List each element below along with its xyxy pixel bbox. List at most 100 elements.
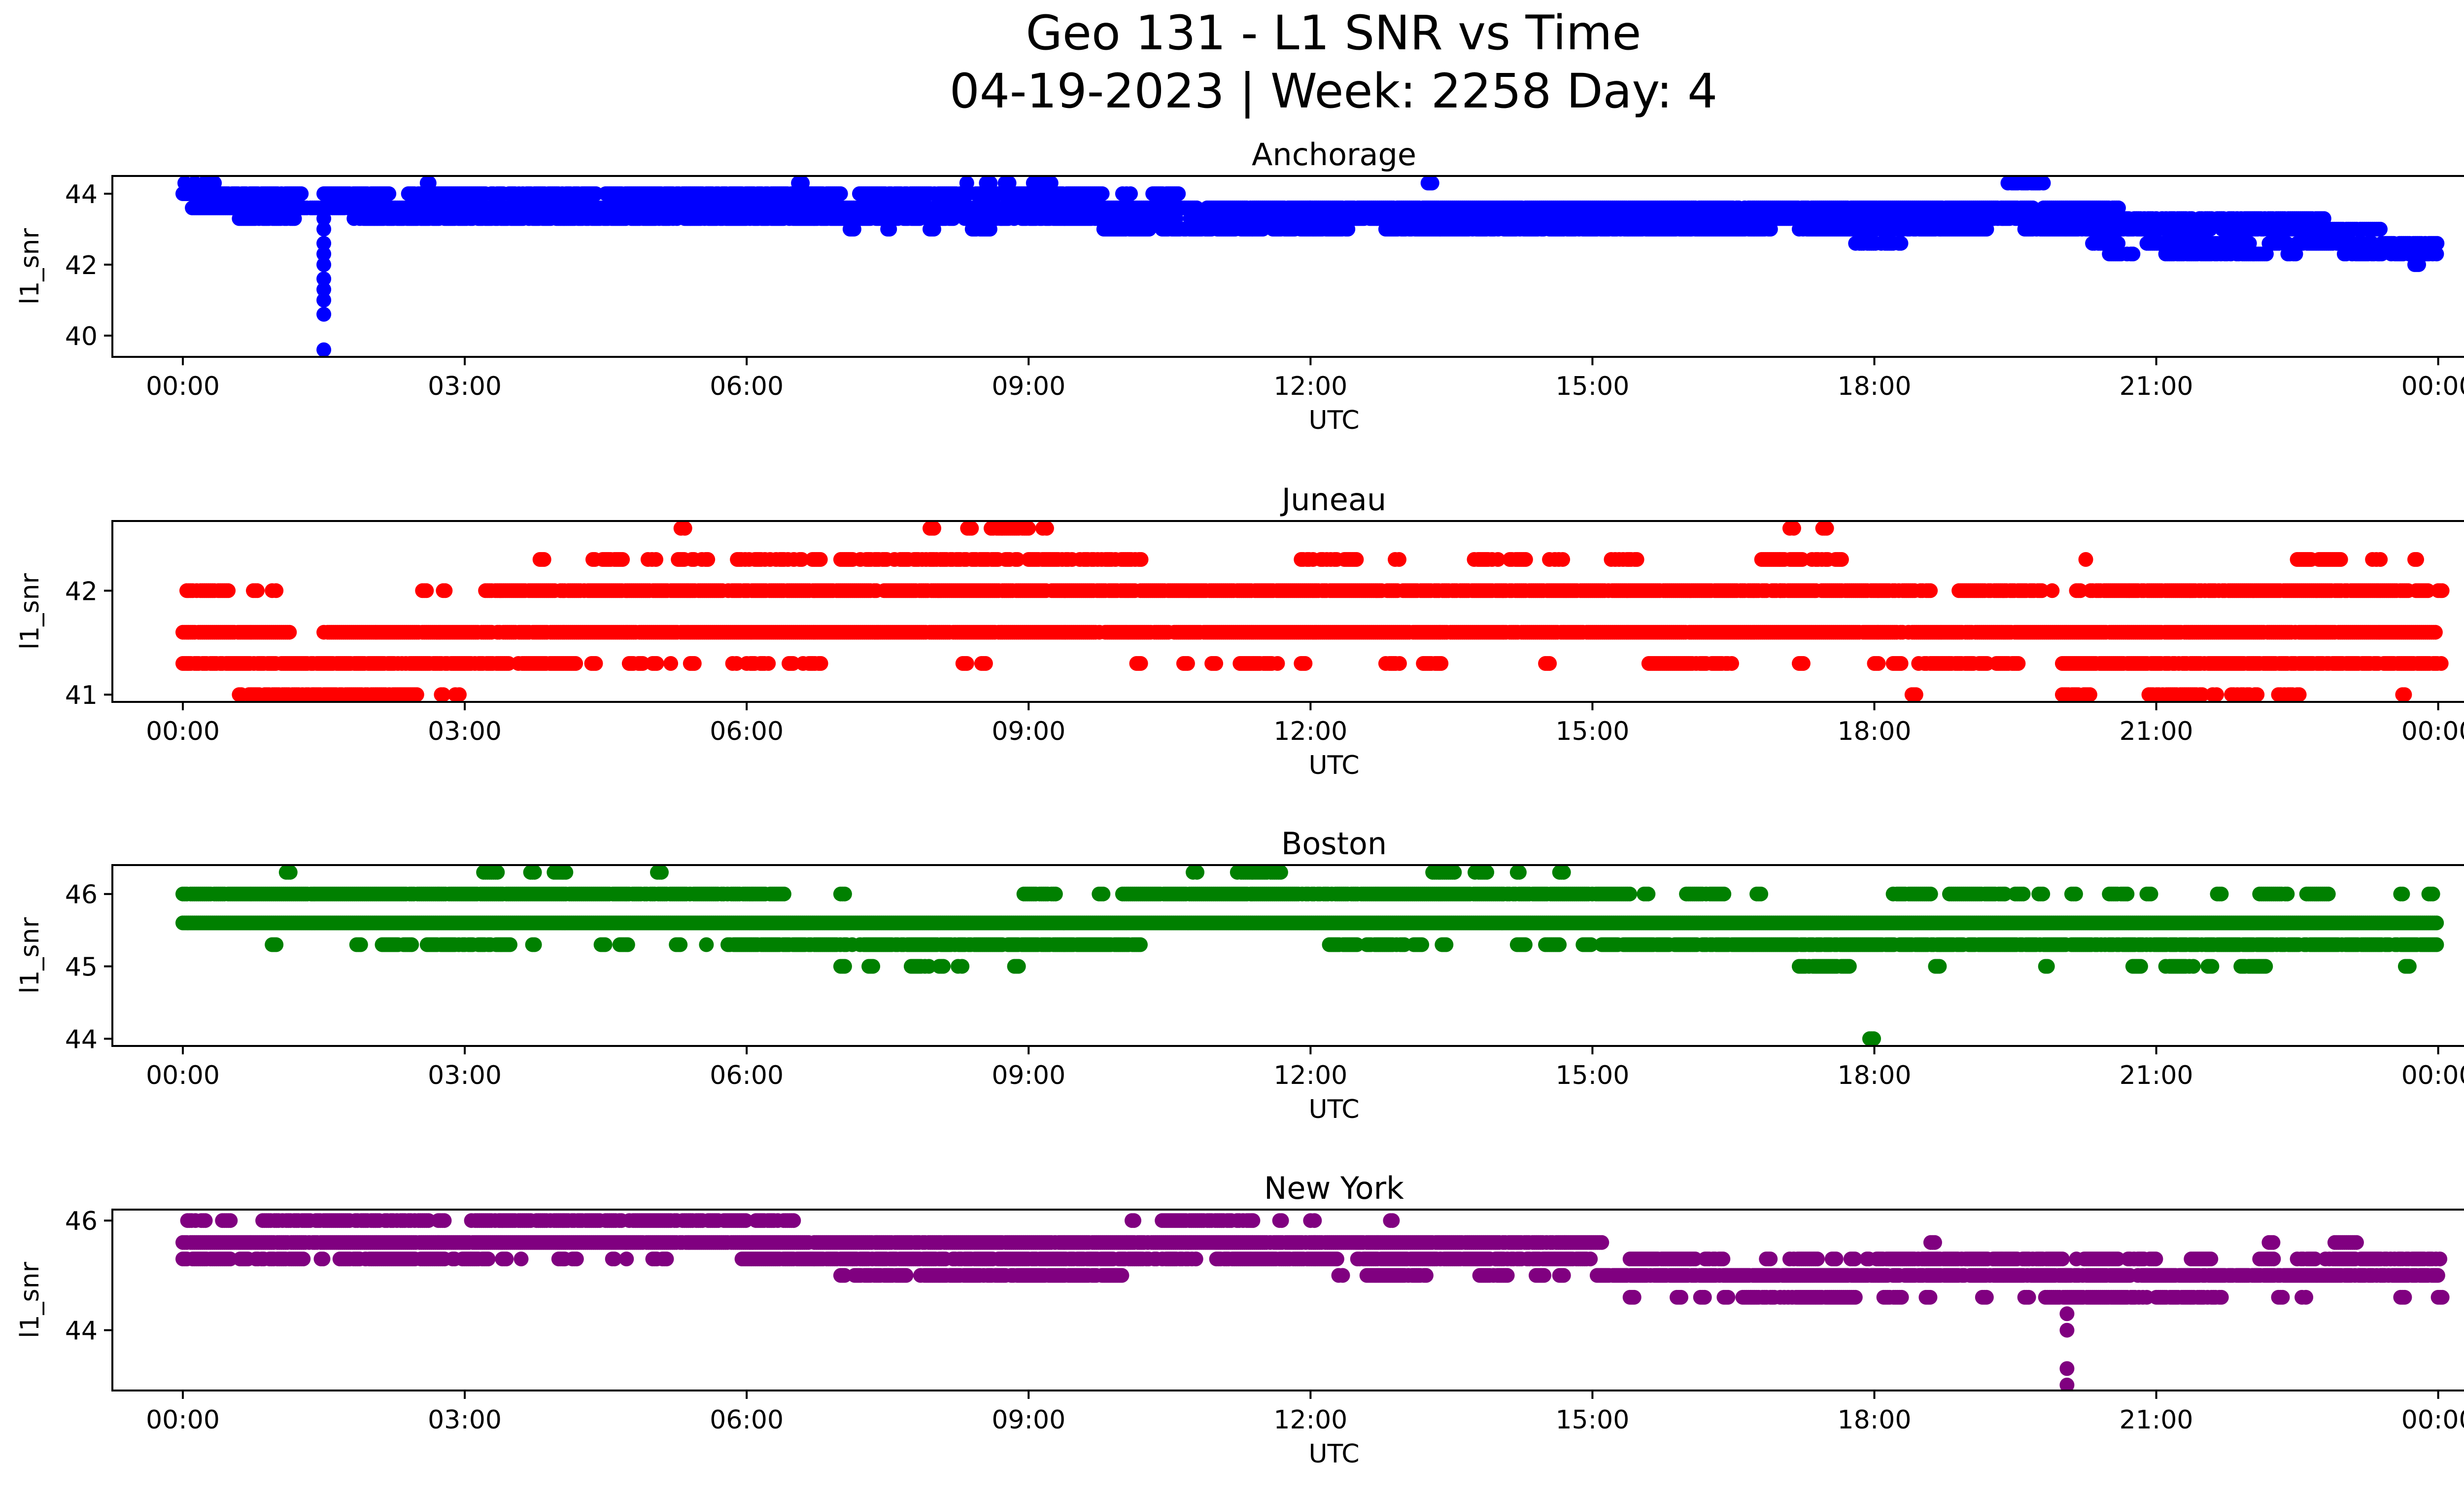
data-point [700,552,716,567]
data-point [2288,246,2303,262]
data-point [926,521,941,536]
data-points [175,521,2450,702]
data-point [250,583,265,598]
data-point [982,221,997,237]
data-point [1171,186,1186,201]
subplot-title: Juneau [1280,482,1386,518]
data-point [1141,221,1157,237]
data-point [1518,552,1533,567]
data-points [175,176,2445,357]
data-point [1021,521,1036,536]
data-point [846,221,861,237]
data-point [882,221,897,237]
data-point [2411,257,2426,272]
data-point [964,521,979,536]
data-point [1255,221,1270,237]
data-point [269,583,284,598]
data-point [1834,552,1849,567]
y-tick-label: 44 [65,180,98,209]
y-axis-label: l1_snr [15,228,45,305]
figure-title-line2: 04-19-2023 | Week: 2258 Day: 4 [950,64,1718,119]
subplot-title: Anchorage [1252,137,1416,173]
data-point [221,583,236,598]
data-point [2203,221,2218,237]
data-point [813,552,828,567]
x-tick-label: 00:00 [146,372,220,401]
data-point [381,186,397,201]
data-point [419,583,434,598]
data-point [282,625,297,640]
subplots: Anchorage 00:00 03:00 06:00 09:00 12:00 15:00 1… [15,137,2464,1469]
data-point [2434,583,2450,598]
data-point [316,342,332,357]
data-point [677,521,692,536]
data-point [1123,186,1138,201]
data-point [1392,552,1406,567]
data-point [1424,176,1439,191]
data-point [1039,521,1054,536]
data-point [1786,521,1801,536]
data-point [2259,246,2274,262]
data-point [833,186,848,201]
data-point [2078,552,2093,567]
y-tick-label: 42 [65,251,98,280]
x-tick-label: 21:00 [2120,372,2193,401]
data-point [316,211,332,226]
data-point [536,552,551,567]
data-point [794,552,809,567]
x-tick-label: 06:00 [710,372,784,401]
data-point [2045,583,2060,598]
data-point [2429,246,2444,262]
data-point [2036,176,2051,191]
data-point [2073,583,2088,598]
x-tick-label: 00:00 [2401,372,2464,401]
data-point [287,211,302,226]
data-point [1763,221,1778,237]
x-tick-label: 03:00 [428,372,502,401]
data-point [2125,246,2141,262]
data-point [1490,552,1506,567]
data-point [2034,583,2050,598]
data-point [2409,552,2424,567]
data-point [615,552,630,567]
data-point [1095,186,1110,201]
data-point [438,583,453,598]
x-axis-label: UTC [1308,406,1359,435]
data-point [1340,221,1356,237]
data-point [316,271,332,286]
data-point [2373,221,2388,237]
data-point [1629,552,1644,567]
figure-title-line1: Geo 131 - L1 SNR vs Time [1026,5,1642,61]
data-point [2420,583,2435,598]
x-tick-label: 15:00 [1555,372,1629,401]
axes-frame [111,175,2464,358]
data-point [926,221,941,237]
x-tick-label: 09:00 [992,372,1065,401]
data-point [1923,583,1938,598]
data-point [946,211,961,226]
data-point [316,246,332,262]
x-tick-label: 12:00 [1273,372,1347,401]
data-point [1010,552,1025,567]
data-point [316,307,332,322]
subplot-anchorage: Anchorage 00:00 03:00 06:00 09:00 12:00 15:00 1… [15,137,2464,435]
data-point [1819,521,1834,536]
data-point [316,292,332,308]
data-point [1893,236,1909,251]
data-point [1349,552,1364,567]
data-point [2333,552,2348,567]
data-point [1555,552,1571,567]
data-point [1133,552,1149,567]
data-point [316,282,332,297]
data-point [316,257,332,272]
data-point [294,186,309,201]
data-point [1979,221,1994,237]
data-point [2373,552,2388,567]
y-tick-label: 40 [65,322,98,351]
data-point [649,552,663,567]
data-point [316,236,332,251]
x-tick-label: 18:00 [1838,372,1912,401]
